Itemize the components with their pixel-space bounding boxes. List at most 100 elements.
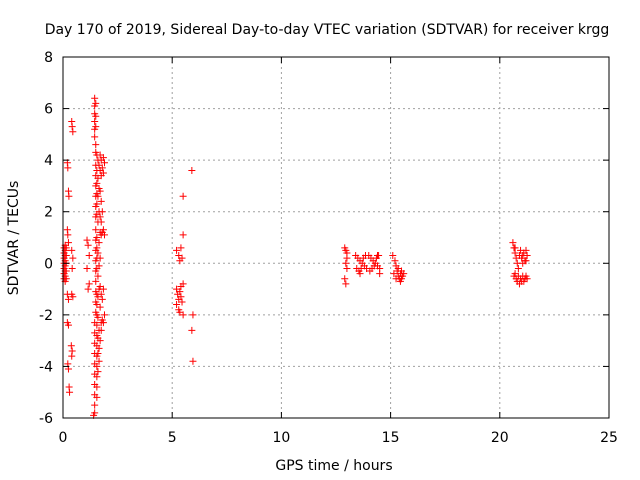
data-point [91,117,99,125]
data-points [60,94,531,419]
data-point [93,244,101,252]
data-point [64,231,72,239]
data-point [68,123,76,131]
data-point [391,257,399,265]
data-point [179,192,187,200]
data-point [85,252,93,260]
data-point [68,352,76,360]
data-point [94,368,102,376]
x-tick-label: 20 [491,430,509,446]
data-point [93,393,101,401]
data-point [92,141,100,149]
y-tick-label: 8 [44,50,53,66]
data-point [523,275,531,283]
data-point [93,362,101,370]
data-point [94,350,102,358]
data-point [99,319,107,327]
data-point [62,275,70,283]
data-point [97,218,105,226]
data-point [179,311,187,319]
data-point [398,275,406,283]
data-point [511,244,519,252]
data-point [91,94,99,102]
data-point [69,254,77,262]
data-point [389,252,397,260]
data-point [343,264,351,272]
data-point [179,231,187,239]
data-point [65,192,73,200]
data-point [370,262,378,270]
y-axis-label: SDTVAR / TECUs [6,181,22,296]
data-point [177,293,185,301]
data-point [357,264,365,272]
data-point [93,383,101,391]
data-point [95,357,103,365]
data-point [64,321,72,329]
data-point [66,388,74,396]
data-point [189,311,197,319]
data-point [94,192,102,200]
data-point [91,133,99,141]
x-tick-label: 5 [168,430,177,446]
data-point [342,259,350,267]
y-tick-label: -4 [39,359,53,375]
data-point [373,252,381,260]
data-point [343,254,351,262]
data-point [95,344,103,352]
data-point [356,270,364,278]
data-point [69,128,77,136]
data-point [400,270,408,278]
data-point [84,285,92,293]
x-tick-label: 15 [382,430,400,446]
data-point [93,179,101,187]
data-point [99,285,107,293]
data-point [62,252,70,260]
x-tick-label: 10 [272,430,290,446]
data-point [509,239,517,247]
data-point [62,244,70,252]
data-point [93,234,101,241]
data-point [188,166,196,174]
data-point [100,159,108,167]
data-point [68,264,76,272]
data-point [99,154,107,162]
data-point [64,239,72,247]
data-point [62,267,70,275]
data-point [67,342,75,350]
data-point [173,301,181,309]
data-point [97,326,105,334]
data-point [92,99,100,107]
data-point [64,295,72,303]
data-point [178,298,186,306]
data-point [68,246,76,254]
data-point [510,272,518,280]
data-point [99,226,107,234]
data-point [94,249,102,257]
plot-border [62,56,610,419]
data-point [390,270,398,278]
data-point [95,262,103,270]
data-point [83,264,91,272]
data-point [85,280,93,288]
data-point [176,288,184,296]
data-point [97,290,105,298]
data-point [188,326,196,334]
data-point [98,295,106,303]
data-point [92,277,100,285]
data-point [341,275,349,283]
data-point [394,264,402,272]
data-point [96,254,104,262]
data-point [64,164,72,172]
data-point [91,401,99,409]
y-tick-label: -2 [39,308,53,324]
data-point [92,123,100,131]
x-tick-label: 0 [59,430,68,446]
data-point [93,200,101,208]
data-point [100,231,108,239]
data-point [173,246,181,254]
data-point [69,293,77,301]
data-point [83,236,91,244]
data-point [96,303,104,311]
y-tick-label: 0 [44,256,53,272]
